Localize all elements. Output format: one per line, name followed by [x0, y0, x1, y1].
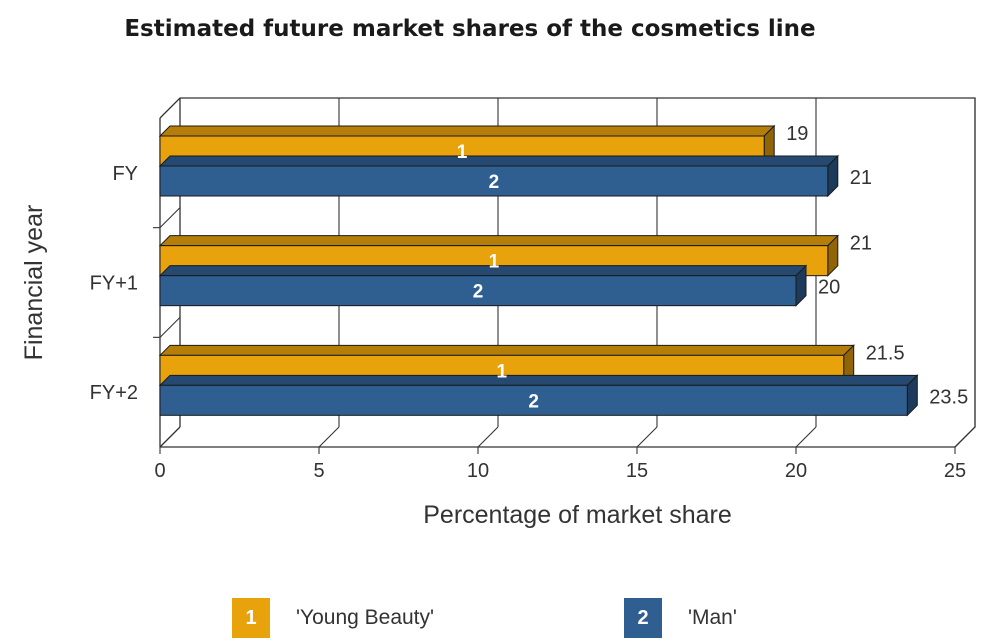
bar-top-face	[158, 265, 808, 277]
floor-gridline	[795, 426, 817, 448]
legend-label-man: 'Man'	[688, 606, 737, 629]
bar-marker-label: 1	[457, 142, 468, 163]
legend-swatch-young-beauty: 1	[232, 598, 270, 638]
data-label: 21	[850, 233, 872, 255]
floor-gridline	[954, 426, 976, 448]
bar-marker-label: 2	[473, 282, 484, 303]
bar	[159, 275, 797, 307]
x-tick-label: 15	[626, 460, 648, 482]
legend-label-young-beauty: 'Young Beauty'	[296, 606, 435, 629]
x-axis-label: Percentage of market share	[423, 501, 732, 529]
floor-gridline	[636, 426, 658, 448]
data-label: 21	[850, 167, 872, 189]
category-label: FY+2	[90, 382, 138, 404]
legend-item-young-beauty: 1 'Young Beauty'	[232, 598, 434, 638]
bar	[159, 384, 908, 416]
y-axis-label: Financial year	[20, 205, 48, 361]
bar	[159, 165, 829, 197]
bar-top-face	[158, 374, 919, 386]
chart-title: Estimated future market shares of the co…	[124, 16, 816, 42]
x-tick-label: 10	[467, 460, 489, 482]
data-label: 20	[818, 277, 840, 299]
data-label: 19	[786, 123, 808, 145]
category-label: FY	[112, 163, 138, 185]
bar-top-face	[158, 125, 776, 137]
floor-gridline	[477, 426, 499, 448]
bar-marker-label: 2	[528, 391, 539, 412]
left-wall-gridline	[159, 207, 181, 229]
bar-marker-label: 2	[489, 172, 500, 193]
category-label: FY+1	[90, 273, 138, 295]
left-wall-gridline	[159, 316, 181, 338]
legend-item-man: 2 'Man'	[624, 598, 737, 638]
data-label: 23.5	[929, 386, 968, 408]
x-tick-label: 20	[785, 460, 807, 482]
legend-marker: 2	[637, 606, 649, 629]
data-label: 21.5	[866, 342, 905, 364]
legend-marker: 1	[245, 606, 257, 629]
x-tick-label: 0	[154, 460, 165, 482]
x-tick-label: 5	[313, 460, 324, 482]
x-tick-label: 25	[944, 460, 966, 482]
bar-marker-label: 1	[497, 361, 508, 382]
floor-gridline	[318, 426, 340, 448]
bar-top-face	[158, 344, 855, 356]
legend-swatch-man: 2	[624, 598, 662, 638]
floor-edge	[159, 426, 181, 448]
bar-marker-label: 1	[489, 252, 500, 273]
bar-top-face	[158, 155, 840, 167]
bar-top-face	[158, 235, 840, 247]
